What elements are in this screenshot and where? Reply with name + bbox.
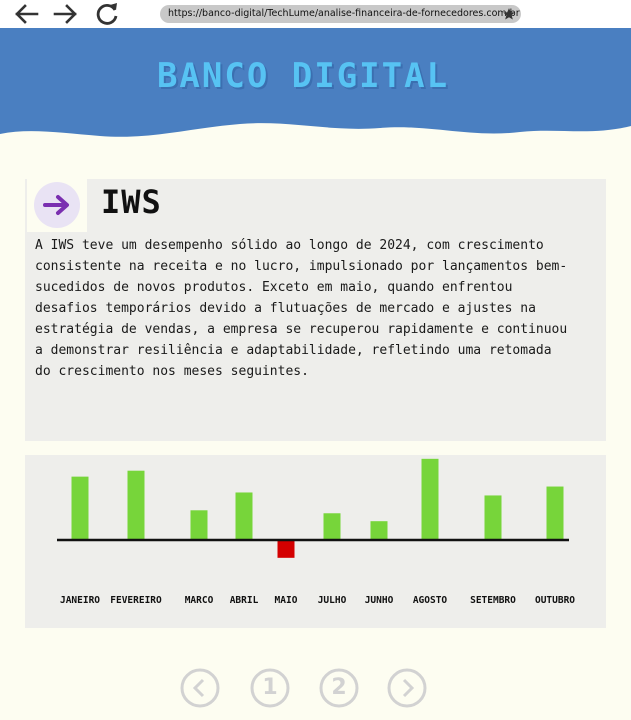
bar-chart: JANEIRO FEVEREIRO MARCO ABRIL MAIO JULHO JUNHO…: [57, 458, 575, 606]
header-wave-background: [0, 28, 631, 137]
x-tick-label: JANEIRO: [60, 595, 100, 606]
article-title: IWS: [101, 183, 162, 221]
chart-card: JANEIRO FEVEREIRO MARCO ABRIL MAIO JULHO JUNHO…: [25, 455, 606, 628]
x-tick-label: JULHO: [318, 595, 347, 606]
page-circle: [250, 668, 290, 708]
bar-agosto: [421, 458, 439, 540]
x-tick-label: OUTUBRO: [535, 595, 575, 606]
back-button[interactable]: [10, 0, 42, 28]
page-1-button[interactable]: 1: [250, 668, 290, 708]
article-icon-wrapper: [27, 178, 87, 232]
brand-title: BANCO DIGITAL: [156, 56, 450, 96]
x-tick-label: AGOSTO: [413, 595, 448, 606]
bar-fevereiro: [127, 470, 145, 540]
browser-toolbar: https://banco-digital/TechLume/analise-f…: [0, 0, 631, 29]
x-tick-label: JUNHO: [365, 595, 394, 606]
forward-button[interactable]: [50, 0, 82, 28]
arrow-left-icon: [15, 4, 39, 24]
bar-marco: [190, 510, 208, 540]
x-tick-label: ABRIL: [230, 595, 259, 606]
arrow-right-icon: [53, 4, 77, 24]
bar-maio: [277, 540, 295, 558]
page-circle: [319, 668, 359, 708]
bar-janeiro: [71, 476, 89, 540]
reload-button[interactable]: [92, 0, 124, 28]
page-2-button[interactable]: 2: [319, 668, 359, 708]
prev-page-button[interactable]: [180, 668, 220, 708]
bar-outubro: [546, 486, 564, 540]
url-text: https://banco-digital/TechLume/analise-f…: [168, 8, 520, 19]
bar-setembro: [484, 495, 502, 540]
article-icon-circle: [34, 182, 80, 228]
x-tick-label: SETEMBRO: [470, 595, 516, 606]
article-card: IWS A IWS teve um desempenho sólido ao l…: [25, 178, 606, 441]
site-header: BANCO DIGITAL: [0, 28, 631, 148]
arrow-right-icon: [43, 195, 69, 215]
bookmark-star-icon[interactable]: [502, 7, 516, 21]
x-tick-label: MARCO: [185, 595, 214, 606]
x-tick-label: MAIO: [275, 595, 298, 606]
reload-icon: [96, 3, 118, 25]
page-number: 1: [262, 675, 278, 700]
chevron-left-icon: [180, 668, 220, 708]
x-tick-label: FEVEREIRO: [110, 595, 162, 606]
address-bar[interactable]: https://banco-digital/TechLume/analise-f…: [160, 5, 521, 23]
next-page-button[interactable]: [387, 668, 427, 708]
article-body: A IWS teve um desempenho sólido ao longo…: [35, 238, 568, 379]
bar-abril: [235, 492, 253, 540]
chevron-right-icon: [387, 668, 427, 708]
pagination: 1 2: [0, 662, 631, 716]
bar-junho: [370, 521, 388, 540]
bar-julho: [323, 513, 341, 540]
page-number: 2: [331, 675, 347, 700]
